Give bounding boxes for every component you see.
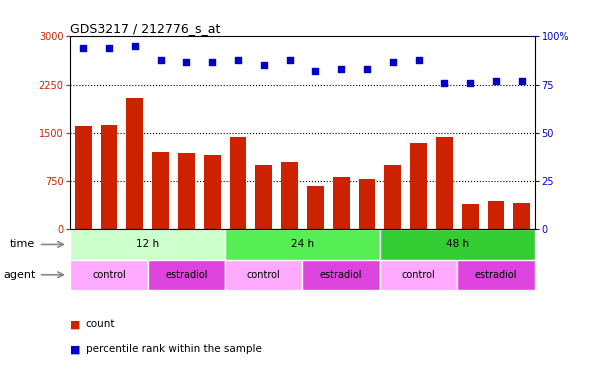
Bar [148,260,225,290]
Text: control: control [92,270,126,280]
Point [491,78,501,84]
Bar [410,142,427,229]
Text: control: control [401,270,436,280]
Text: ■: ■ [70,344,84,354]
Bar [204,155,221,229]
Bar [436,137,453,229]
Point [207,58,217,65]
Bar [70,229,225,260]
Text: percentile rank within the sample: percentile rank within the sample [86,344,262,354]
Point [517,78,527,84]
Bar [126,98,143,229]
Text: control: control [247,270,280,280]
Bar [302,260,380,290]
Point [104,45,114,51]
Bar [380,229,535,260]
Text: estradiol: estradiol [165,270,208,280]
Bar [70,260,148,290]
Bar [307,185,324,229]
Bar [101,125,117,229]
Bar [380,260,457,290]
Bar [488,201,504,229]
Bar [462,204,478,229]
Bar [255,165,272,229]
Point [336,66,346,72]
Bar [230,137,246,229]
Bar [152,152,169,229]
Text: 48 h: 48 h [445,240,469,250]
Text: ■: ■ [70,319,84,329]
Text: estradiol: estradiol [320,270,362,280]
Point [362,66,372,72]
Point [285,56,295,63]
Point [414,56,423,63]
Bar [281,162,298,229]
Bar [513,203,530,229]
Point [388,58,398,65]
Text: 12 h: 12 h [136,240,159,250]
Text: agent: agent [3,270,35,280]
Bar [359,179,375,229]
Point [259,62,269,68]
Text: time: time [10,240,35,250]
Bar [178,154,195,229]
Text: count: count [86,319,115,329]
Point [130,43,140,49]
Bar [225,229,380,260]
Point [78,45,88,51]
Point [465,80,475,86]
Point [181,58,191,65]
Text: 24 h: 24 h [291,240,314,250]
Text: estradiol: estradiol [475,270,517,280]
Point [439,80,449,86]
Bar [225,260,302,290]
Bar [384,165,401,229]
Bar [333,177,349,229]
Bar [457,260,535,290]
Text: GDS3217 / 212776_s_at: GDS3217 / 212776_s_at [70,22,221,35]
Bar [75,126,92,229]
Point [156,56,166,63]
Point [310,68,320,74]
Point [233,56,243,63]
